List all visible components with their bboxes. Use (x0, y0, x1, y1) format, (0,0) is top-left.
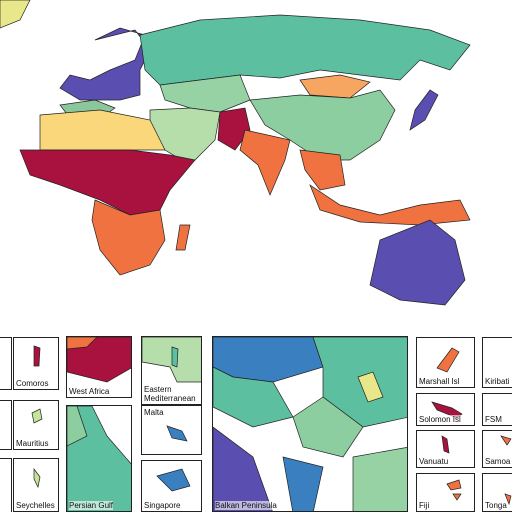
inset-label: Comoros (16, 379, 49, 388)
inset: Comoros (13, 337, 59, 390)
inset: West Africa (66, 336, 132, 398)
inset: Mauritius (13, 400, 59, 450)
inset: Kiribati (482, 337, 512, 388)
inset-label: Balkan Peninsula (215, 501, 277, 510)
inset-frame (0, 458, 12, 512)
inset: Persian Gulf (66, 405, 132, 512)
inset-label: Kiribati (485, 377, 510, 386)
inset-label: Seychelles (16, 501, 55, 510)
inset-label: FSM (485, 415, 502, 424)
inset: Solomon Isl (416, 393, 475, 426)
inset: Marshall Isl (416, 337, 475, 388)
inset: FSM (482, 393, 512, 426)
inset: Tonga (482, 473, 512, 512)
inset-label: West Africa (69, 387, 110, 396)
inset: Malta (141, 405, 202, 455)
inset: Eastern Mediterranean (141, 336, 202, 405)
inset: Vanuatu (416, 430, 475, 468)
inset-label: Singapore (144, 501, 181, 510)
inset-frame (0, 337, 12, 390)
inset-label: Marshall Isl (419, 377, 460, 386)
inset-label: Tonga (485, 501, 507, 510)
inset-label: Eastern Mediterranean (144, 385, 201, 403)
inset-label: Vanuatu (419, 457, 449, 466)
inset: Fiji (416, 473, 475, 512)
inset-label: Samoa (485, 457, 511, 466)
world-map (0, 0, 471, 306)
inset: Samoa (482, 430, 512, 468)
inset: Seychelles (13, 458, 59, 512)
inset-label: Persian Gulf (69, 501, 114, 510)
inset-label: Solomon Isl (419, 415, 461, 424)
inset: Singapore (141, 460, 202, 512)
inset: Balkan Peninsula (212, 336, 408, 512)
inset-label: Mauritius (16, 439, 49, 448)
inset-label: Malta (144, 408, 164, 417)
inset-frame (0, 400, 12, 450)
inset-label: Fiji (419, 501, 430, 510)
